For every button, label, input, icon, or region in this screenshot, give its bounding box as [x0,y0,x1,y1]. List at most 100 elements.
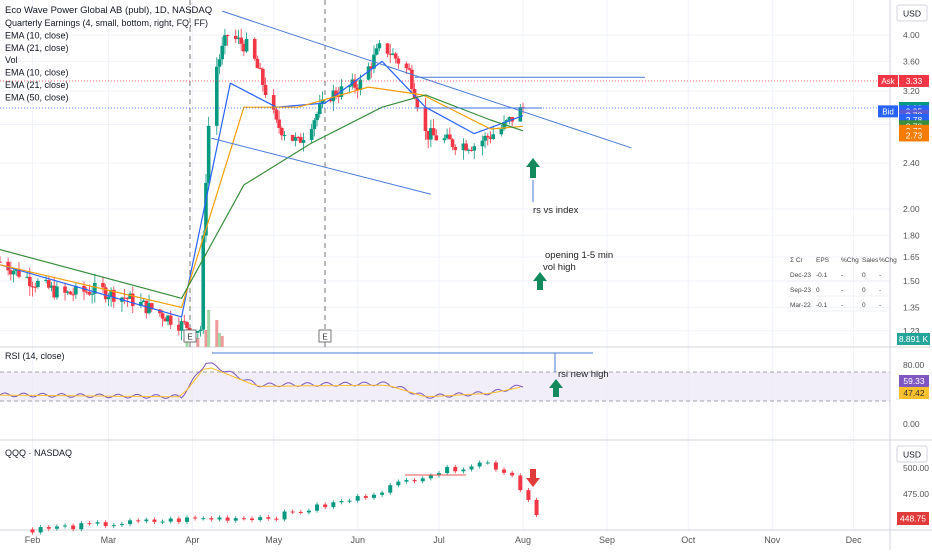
annotation-opening-1: opening 1-5 min [545,250,613,261]
qqq-candle [119,524,124,526]
qqq-candle [30,529,35,533]
price-candle [467,149,471,151]
price-candle [101,282,105,288]
qqq-candle [282,511,287,520]
price-candle [128,293,132,299]
price-candle [388,53,393,55]
price-candle [112,289,116,302]
price-candle [431,128,436,136]
rsi-ma-text: 47.42 [903,388,925,398]
price-tick-6: 1.80 [903,230,920,240]
earnings-cell-0-2: - [841,272,843,279]
price-candle [236,37,241,39]
rsi-tick-0: 0.00 [903,419,920,429]
price-candle [168,315,173,325]
price-candle [90,293,94,295]
qqq-candle [250,518,255,521]
qqq-candle [152,519,157,522]
price-candle [450,139,455,147]
legend-indicator-0[interactable]: Quarterly Earnings (4, small, bottom, ri… [5,18,208,28]
price-candle [36,280,40,287]
qqq-candle [502,469,507,473]
price-candle [407,68,411,70]
price-candle [355,87,360,91]
qqq-candle [258,517,263,521]
legend-indicator-1[interactable]: EMA (10, close) [5,30,69,40]
time-axis[interactable]: Feb Mar Apr May Jun Jul Aug Sep Oct Nov Dec [25,535,862,545]
price-candle [518,107,523,122]
symbol-title[interactable]: Eco Wave Power Global AB (publ), 1D, NAS… [5,5,212,16]
price-candle [347,86,352,88]
grid [0,0,890,530]
earnings-header-1: EPS [816,257,830,264]
qqq-candle [428,475,433,479]
legend-indicator-2[interactable]: EMA (21, close) [5,43,69,53]
volume-tag: 8.891 K [899,334,929,344]
price-candle [315,113,319,121]
qqq-currency-button[interactable]: USD [896,445,928,463]
price-candle [244,38,249,52]
qqq-candle [461,469,466,472]
qqq-candle [485,462,490,464]
price-candle [239,37,243,44]
qqq-legend[interactable]: QQQ · NASDAQ [5,448,72,458]
rsi-legend[interactable]: RSI (14, close) [5,351,65,361]
time-label-jul: Jul [433,535,445,545]
up-arrow-rsi-icon [549,379,563,397]
qqq-candle [209,518,214,520]
price-candle [139,301,143,306]
price-candle [480,140,485,147]
price-candle [185,322,189,328]
legend[interactable]: Eco Wave Power Global AB (publ), 1D, NAS… [5,5,212,102]
volume-bar [207,310,211,347]
price-candles [0,28,525,341]
price-candle [485,135,490,138]
price-candle [320,99,325,105]
price-candle [448,134,452,140]
volume-bar [218,333,221,347]
earnings-marker-2[interactable]: E [318,329,332,343]
legend-indicator-5[interactable]: EMA (21, close) [5,80,69,90]
legend-indicator-4[interactable]: EMA (10, close) [5,68,69,78]
price-candle [242,43,246,52]
price-candle [282,135,287,137]
price-candle [429,128,433,140]
legend-indicator-3[interactable]: Vol [5,55,18,65]
earnings-table: Σ Cr EPS %Chg Sales %Chg Dec-23 -0.1 - 0 - Sep-23 0… [788,257,897,312]
price-candle [309,129,314,141]
price-candle [158,309,162,314]
qqq-candle [274,518,279,520]
qqq-candle [160,521,165,523]
trendlines[interactable] [0,10,890,195]
bid-label-bg [878,105,898,118]
price-candle [55,286,59,298]
legend-indicator-6[interactable]: EMA (50, close) [5,92,69,102]
bid-label: Bid [882,107,894,116]
price-candle [277,119,281,128]
qqq-candle [111,525,116,527]
annotation-opening-2: vol high [543,262,576,273]
price-candle [434,135,439,141]
qqq-currency-label: USD [903,450,921,460]
earnings-cell-1-2: - [841,287,843,294]
price-tick-1: 3.60 [903,56,920,66]
price-tick-10: 1.23 [903,326,920,336]
price-candle [163,318,168,322]
price-candle [233,35,238,39]
time-label-may: May [265,535,283,545]
price-candle [445,134,449,139]
price-candle [217,59,222,67]
price-candle [33,286,38,288]
earnings-marker-1[interactable]: E [183,329,197,343]
price-tick-2: 3.20 [903,86,920,96]
price-candle [149,303,154,310]
price-candle [491,134,495,139]
price-candle [393,53,398,59]
price-candle [204,182,208,236]
currency-button[interactable]: USD [896,4,928,22]
price-candle [301,140,306,143]
price-candle [103,287,108,300]
earnings-cell-2-2: - [841,302,843,309]
